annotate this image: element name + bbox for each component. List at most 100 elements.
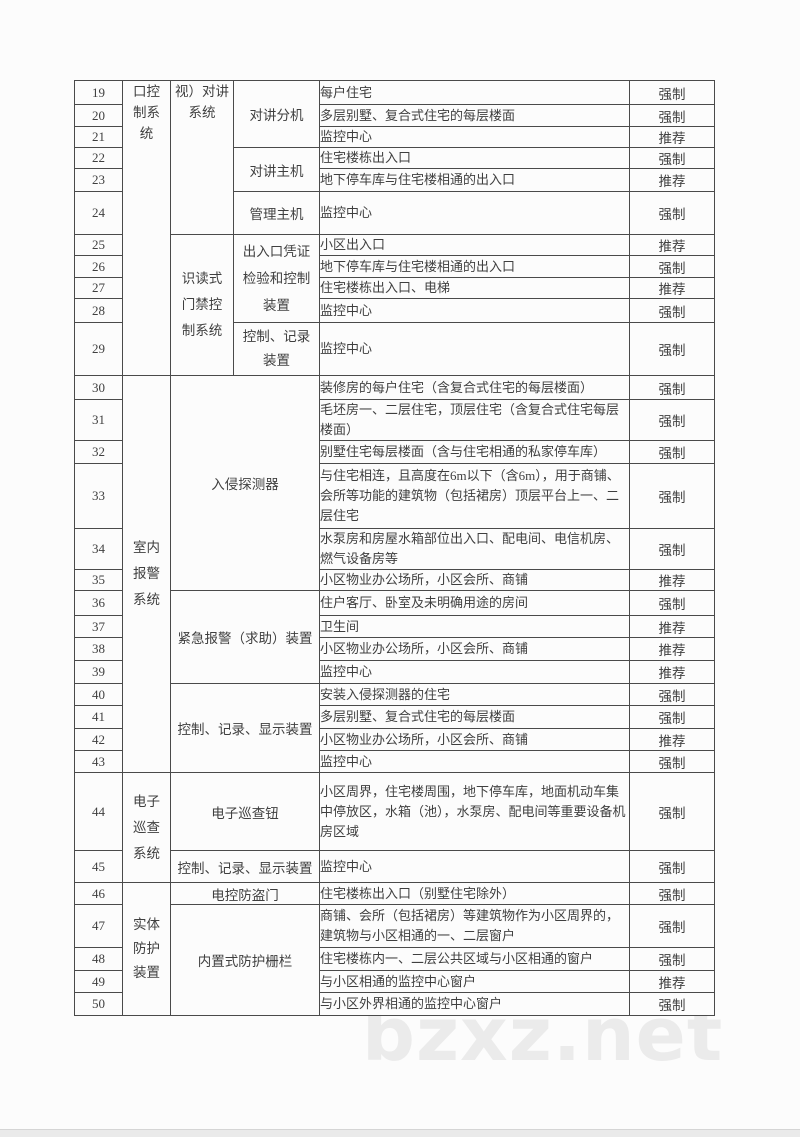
row-number: 44 bbox=[74, 772, 123, 851]
requirement-cell: 推荐 bbox=[629, 234, 715, 256]
table-row: 32 别墅住宅每层楼面（含与住宅相通的私家停车库） 强制 bbox=[74, 440, 715, 464]
requirement-cell: 强制 bbox=[629, 298, 715, 323]
row-number: 40 bbox=[74, 683, 123, 706]
device-patrol-button: 电子巡查钮 bbox=[170, 772, 320, 851]
row-number: 38 bbox=[74, 637, 123, 661]
location-cell: 住宅楼栋内一、二层公共区域与小区相通的窗户 bbox=[319, 947, 630, 971]
category-label: 室内报警系统 bbox=[133, 540, 160, 607]
device-control-record-display: 控制、记录、显示装置 bbox=[170, 683, 320, 773]
row-number: 47 bbox=[74, 904, 123, 948]
page-bottom-edge bbox=[0, 1129, 800, 1137]
requirement-cell: 推荐 bbox=[629, 660, 715, 684]
table-row: 41 多层别墅、复合式住宅的每层楼面 强制 bbox=[74, 705, 715, 729]
requirement-cell: 推荐 bbox=[629, 168, 715, 192]
table-row: 48 住宅楼栋内一、二层公共区域与小区相通的窗户 强制 bbox=[74, 947, 715, 971]
table-row: 37 卫生间 推荐 bbox=[74, 615, 715, 638]
row-number: 50 bbox=[74, 992, 123, 1016]
requirement-cell: 强制 bbox=[629, 375, 715, 400]
row-number: 43 bbox=[74, 750, 123, 773]
location-cell: 与住宅相连，且高度在6m以下（含6m），用于商铺、会所等功能的建筑物（包括裙房）… bbox=[319, 463, 630, 529]
requirement-cell: 强制 bbox=[629, 322, 715, 376]
row-number: 36 bbox=[74, 590, 123, 616]
requirement-cell: 推荐 bbox=[629, 970, 715, 993]
row-number: 45 bbox=[74, 850, 123, 883]
table-row: 50 与小区外界相通的监控中心窗户 强制 bbox=[74, 992, 715, 1016]
location-cell: 安装入侵探测器的住宅 bbox=[319, 683, 630, 706]
location-cell: 监控中心 bbox=[319, 850, 630, 883]
category-access-control-system: 口控制系统 bbox=[122, 80, 171, 376]
requirement-cell: 强制 bbox=[629, 683, 715, 706]
table-row: 27 住宅楼栋出入口、电梯 推荐 bbox=[74, 277, 715, 299]
location-cell: 监控中心 bbox=[319, 298, 630, 323]
location-cell: 住宅楼栋出入口（别墅住宅除外） bbox=[319, 882, 630, 905]
location-cell: 监控中心 bbox=[319, 322, 630, 376]
requirement-cell: 强制 bbox=[629, 705, 715, 729]
row-number: 32 bbox=[74, 440, 123, 464]
requirement-cell: 强制 bbox=[629, 463, 715, 529]
table-row: 28 监控中心 强制 bbox=[74, 298, 715, 323]
row-number: 20 bbox=[74, 104, 123, 127]
location-cell: 多层别墅、复合式住宅的每层楼面 bbox=[319, 705, 630, 729]
requirement-cell: 强制 bbox=[629, 850, 715, 883]
device-credential-check: 出入口凭证检验和控制装置 bbox=[233, 234, 320, 323]
requirement-cell: 强制 bbox=[629, 904, 715, 948]
table-row: 49 与小区相通的监控中心窗户 推荐 bbox=[74, 970, 715, 993]
row-number: 46 bbox=[74, 882, 123, 905]
device-electric-security-door: 电控防盗门 bbox=[170, 882, 320, 905]
table-row: 19 口控制系统 视）对讲系统 对讲分机 每户住宅 强制 bbox=[74, 80, 715, 376]
category-label: 实体防护装置 bbox=[133, 917, 160, 980]
table-row: 20 多层别墅、复合式住宅的每层楼面 强制 bbox=[74, 104, 715, 127]
table-row: 47 内置式防护栅栏 商铺、会所（包括裙房）等建筑物作为小区周界的，建筑物与小区… bbox=[74, 904, 715, 1016]
row-number: 29 bbox=[74, 322, 123, 376]
table-row: 44 电子巡查系统 电子巡查钮 小区周界，住宅楼周围，地下停车库，地面机动车集中… bbox=[74, 772, 715, 883]
table-row: 36 紧急报警（求助）装置 住户客厅、卧室及未明确用途的房间 强制 bbox=[74, 590, 715, 684]
row-number: 37 bbox=[74, 615, 123, 638]
requirement-cell: 推荐 bbox=[629, 615, 715, 638]
row-number: 35 bbox=[74, 569, 123, 591]
location-cell: 与小区外界相通的监控中心窗户 bbox=[319, 992, 630, 1016]
location-cell: 与小区相通的监控中心窗户 bbox=[319, 970, 630, 993]
device-built-in-protective-grille: 内置式防护栅栏 bbox=[170, 904, 320, 1016]
location-cell: 住宅楼栋出入口 bbox=[319, 147, 630, 169]
requirement-cell: 强制 bbox=[629, 147, 715, 169]
row-number: 34 bbox=[74, 528, 123, 570]
requirement-cell: 推荐 bbox=[629, 569, 715, 591]
table-row: 22 对讲主机 住宅楼栋出入口 强制 bbox=[74, 147, 715, 192]
location-cell: 监控中心 bbox=[319, 750, 630, 773]
row-number: 22 bbox=[74, 147, 123, 169]
requirement-cell: 强制 bbox=[629, 399, 715, 441]
table-row: 45 控制、记录、显示装置 监控中心 强制 bbox=[74, 850, 715, 883]
location-cell: 多层别墅、复合式住宅的每层楼面 bbox=[319, 104, 630, 127]
location-cell: 小区物业办公场所，小区会所、商铺 bbox=[319, 728, 630, 751]
row-number: 28 bbox=[74, 298, 123, 323]
device-intercom-host: 对讲主机 bbox=[233, 147, 320, 192]
table-row: 31 毛坯房一、二层住宅，顶层住宅（含复合式住宅每层楼面） 强制 bbox=[74, 399, 715, 441]
requirement-cell: 强制 bbox=[629, 947, 715, 971]
subsystem-card-reader-access: 识读式门禁控制系统 bbox=[170, 234, 234, 376]
table-row: 29 控制、记录装置 监控中心 强制 bbox=[74, 322, 715, 376]
table-row: 30 室内报警系统 入侵探测器 装修房的每户住宅（含复合式住宅的每层楼面） 强制 bbox=[74, 375, 715, 773]
table-row: 21 监控中心 推荐 bbox=[74, 126, 715, 148]
table-row: 33 与住宅相连，且高度在6m以下（含6m），用于商铺、会所等功能的建筑物（包括… bbox=[74, 463, 715, 529]
row-number: 30 bbox=[74, 375, 123, 400]
category-label: 电子巡查系统 bbox=[133, 793, 160, 861]
location-cell: 地下停车库与住宅楼相通的出入口 bbox=[319, 255, 630, 278]
device-intrusion-detector: 入侵探测器 bbox=[170, 375, 320, 591]
subsystem-label: 视）对讲系统 bbox=[174, 84, 229, 120]
device-emergency-alarm: 紧急报警（求助）装置 bbox=[170, 590, 320, 684]
category-electronic-patrol-system: 电子巡查系统 bbox=[122, 772, 171, 883]
category-indoor-alarm-system: 室内报警系统 bbox=[122, 375, 171, 773]
row-number: 33 bbox=[74, 463, 123, 529]
row-number: 23 bbox=[74, 168, 123, 192]
location-cell: 卫生间 bbox=[319, 615, 630, 638]
location-cell: 装修房的每户住宅（含复合式住宅的每层楼面） bbox=[319, 375, 630, 400]
row-number: 21 bbox=[74, 126, 123, 148]
requirement-cell: 强制 bbox=[629, 80, 715, 105]
location-cell: 水泵房和房屋水箱部位出入口、配电间、电信机房、燃气设备房等 bbox=[319, 528, 630, 570]
location-cell: 小区物业办公场所，小区会所、商铺 bbox=[319, 569, 630, 591]
row-number: 26 bbox=[74, 255, 123, 278]
row-number: 24 bbox=[74, 191, 123, 235]
category-label: 口控制系统 bbox=[133, 84, 160, 141]
requirement-cell: 强制 bbox=[629, 528, 715, 570]
location-cell: 小区物业办公场所，小区会所、商铺 bbox=[319, 637, 630, 661]
